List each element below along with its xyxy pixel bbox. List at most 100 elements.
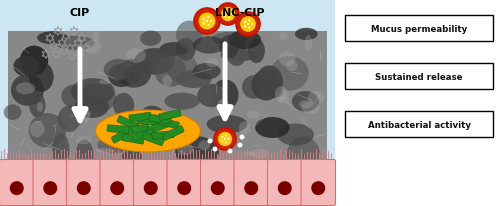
Ellipse shape [71, 79, 115, 106]
FancyBboxPatch shape [345, 16, 493, 42]
Circle shape [244, 26, 246, 28]
Circle shape [227, 14, 229, 16]
FancyBboxPatch shape [327, 32, 335, 159]
Ellipse shape [192, 64, 220, 80]
Ellipse shape [266, 84, 282, 99]
Circle shape [206, 21, 208, 23]
FancyBboxPatch shape [268, 160, 302, 206]
Ellipse shape [308, 91, 324, 104]
Ellipse shape [275, 87, 287, 102]
Circle shape [240, 135, 244, 140]
Ellipse shape [287, 137, 320, 171]
Circle shape [240, 17, 256, 33]
Ellipse shape [239, 122, 250, 135]
Text: CIP: CIP [70, 8, 90, 18]
FancyBboxPatch shape [0, 32, 8, 159]
Ellipse shape [124, 67, 141, 85]
Ellipse shape [140, 31, 161, 47]
Text: Mucus permeability: Mucus permeability [371, 24, 467, 33]
FancyBboxPatch shape [134, 160, 168, 206]
Ellipse shape [164, 93, 200, 110]
FancyBboxPatch shape [111, 127, 133, 144]
FancyBboxPatch shape [132, 129, 154, 141]
FancyBboxPatch shape [234, 160, 268, 206]
FancyBboxPatch shape [345, 64, 493, 90]
Circle shape [44, 181, 58, 195]
Ellipse shape [11, 75, 44, 106]
Circle shape [202, 23, 205, 26]
FancyBboxPatch shape [142, 132, 165, 146]
Circle shape [224, 12, 226, 14]
Ellipse shape [177, 143, 194, 155]
Circle shape [198, 13, 216, 30]
FancyBboxPatch shape [137, 117, 159, 126]
Text: LNC-CIP: LNC-CIP [216, 8, 265, 18]
Ellipse shape [176, 21, 203, 50]
Ellipse shape [256, 66, 283, 98]
Ellipse shape [154, 57, 186, 87]
Circle shape [221, 8, 235, 22]
Ellipse shape [62, 85, 88, 108]
Ellipse shape [122, 150, 142, 163]
Circle shape [77, 181, 91, 195]
Ellipse shape [4, 105, 22, 120]
Ellipse shape [250, 149, 268, 159]
Ellipse shape [220, 36, 239, 59]
Ellipse shape [279, 33, 287, 41]
Circle shape [244, 181, 258, 195]
Ellipse shape [176, 71, 212, 89]
Circle shape [207, 17, 210, 19]
FancyBboxPatch shape [100, 160, 134, 206]
Ellipse shape [16, 83, 35, 95]
FancyBboxPatch shape [345, 111, 493, 137]
Ellipse shape [193, 37, 226, 54]
FancyBboxPatch shape [128, 112, 152, 122]
FancyBboxPatch shape [200, 160, 235, 206]
Ellipse shape [252, 70, 280, 101]
Ellipse shape [228, 31, 261, 50]
Circle shape [211, 181, 225, 195]
Ellipse shape [160, 43, 188, 57]
Ellipse shape [37, 32, 68, 45]
FancyBboxPatch shape [158, 110, 182, 121]
Ellipse shape [176, 39, 196, 61]
Ellipse shape [216, 138, 231, 144]
Circle shape [144, 181, 158, 195]
Ellipse shape [212, 80, 238, 111]
FancyBboxPatch shape [8, 32, 327, 159]
Ellipse shape [277, 97, 289, 103]
Ellipse shape [246, 111, 260, 119]
Ellipse shape [279, 52, 295, 67]
Circle shape [218, 132, 232, 146]
Circle shape [194, 9, 220, 35]
Ellipse shape [206, 59, 218, 68]
Circle shape [238, 143, 242, 148]
Ellipse shape [99, 80, 111, 85]
FancyBboxPatch shape [156, 117, 180, 129]
Ellipse shape [116, 60, 151, 88]
Circle shape [221, 140, 223, 142]
FancyBboxPatch shape [0, 0, 335, 32]
FancyBboxPatch shape [148, 115, 172, 124]
Ellipse shape [242, 152, 256, 156]
Ellipse shape [292, 92, 318, 112]
Circle shape [278, 181, 292, 195]
Ellipse shape [242, 76, 266, 99]
Circle shape [202, 18, 205, 21]
Ellipse shape [162, 76, 172, 88]
Circle shape [236, 13, 260, 37]
Circle shape [207, 25, 210, 27]
Ellipse shape [92, 32, 100, 42]
Circle shape [10, 181, 24, 195]
Ellipse shape [295, 29, 318, 41]
Ellipse shape [78, 84, 116, 113]
Circle shape [224, 16, 226, 18]
Ellipse shape [30, 122, 44, 137]
Ellipse shape [98, 137, 129, 154]
Circle shape [224, 138, 226, 140]
Ellipse shape [299, 101, 313, 109]
FancyBboxPatch shape [122, 134, 144, 144]
Ellipse shape [226, 39, 247, 67]
Ellipse shape [113, 94, 134, 118]
Ellipse shape [96, 148, 115, 153]
